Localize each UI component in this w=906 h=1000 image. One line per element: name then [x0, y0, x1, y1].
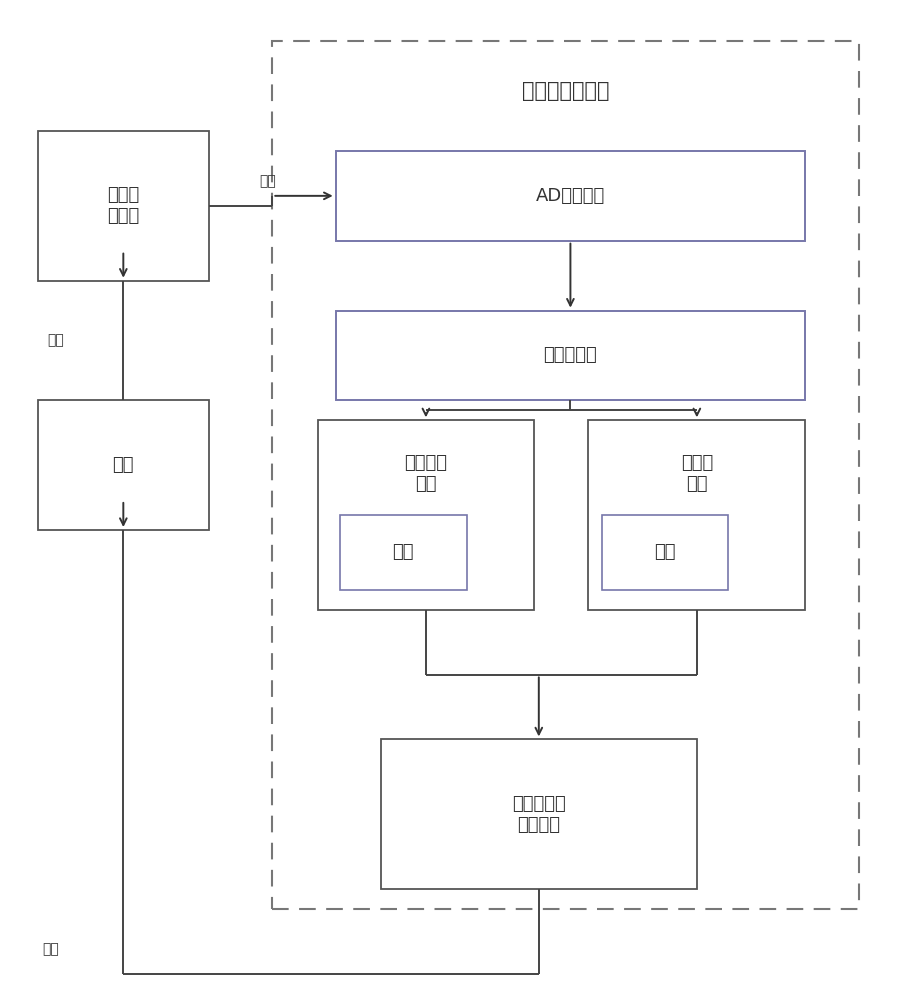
Bar [589, 420, 805, 610]
Text: 弯曲力
传感器: 弯曲力 传感器 [107, 186, 140, 225]
Text: 触觉反馈
模块: 触觉反馈 模块 [404, 454, 448, 493]
Text: AD转换模块: AD转换模块 [535, 187, 605, 205]
Bar [381, 739, 697, 889]
Text: 输入: 输入 [259, 174, 276, 188]
Bar [273, 41, 860, 909]
Bar [340, 515, 467, 590]
Text: 触力觉反馈
手套装置: 触力觉反馈 手套装置 [512, 795, 565, 834]
Bar [602, 515, 728, 590]
Text: 采集: 采集 [47, 333, 64, 347]
Text: 触力觉控制系统: 触力觉控制系统 [522, 81, 610, 101]
Bar [317, 420, 535, 610]
Bar [335, 311, 805, 400]
Text: 气缸: 气缸 [654, 543, 676, 561]
Text: 力反馈
模块: 力反馈 模块 [680, 454, 713, 493]
Text: 气囊: 气囊 [392, 543, 414, 561]
Text: 人手: 人手 [112, 456, 134, 474]
Bar [37, 131, 209, 281]
Text: 输出: 输出 [43, 942, 60, 956]
Bar [37, 400, 209, 530]
Text: 主控制模块: 主控制模块 [544, 346, 597, 364]
Bar [335, 151, 805, 241]
